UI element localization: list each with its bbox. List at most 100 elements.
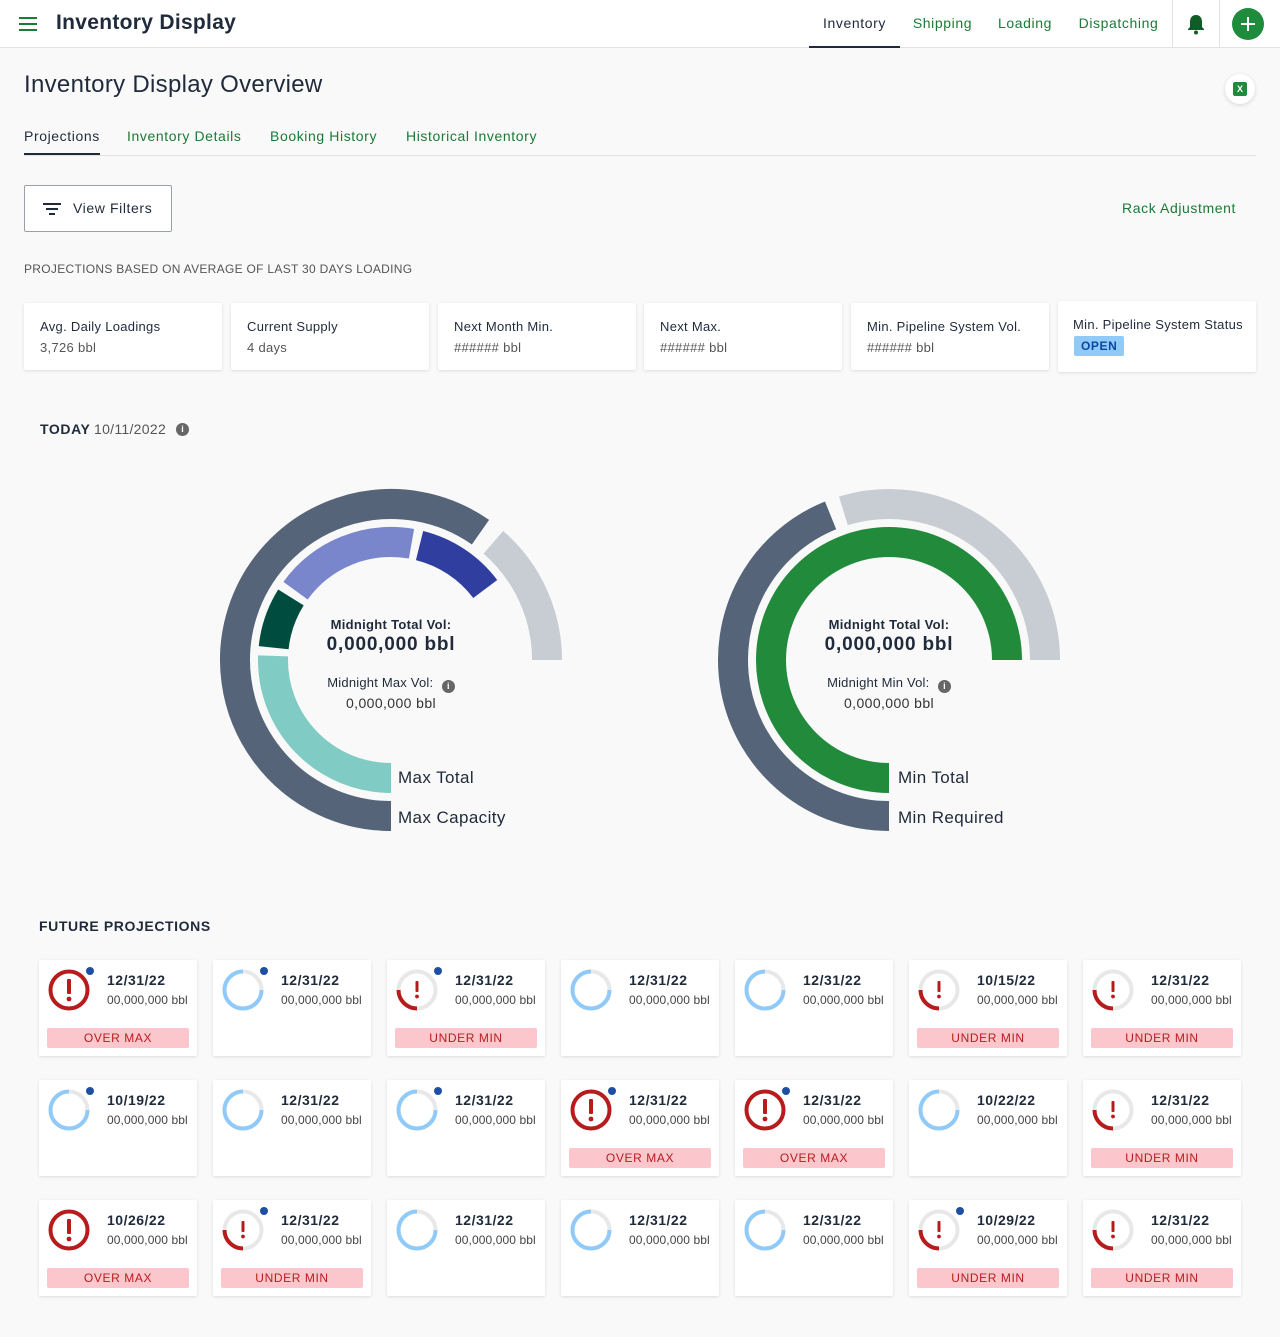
projection-card[interactable]: 12/31/22 00,000,000 bbl UNDER MIN xyxy=(1083,1200,1241,1296)
projection-card[interactable]: 12/31/22 00,000,000 bbl UNDER MIN xyxy=(387,960,545,1056)
projection-volume: 00,000,000 bbl xyxy=(629,993,710,1007)
projection-date: 12/31/22 xyxy=(455,1212,514,1228)
alert-icon xyxy=(48,969,90,1011)
today-label: TODAY xyxy=(40,421,91,437)
max-total-label: Max Total xyxy=(398,768,475,787)
midnight-max-value: 0,000,000 bbl xyxy=(345,695,437,711)
max-segment-arc xyxy=(258,589,304,650)
projection-ring-icon xyxy=(222,969,264,1011)
today-date: 10/11/2022 xyxy=(94,421,167,437)
projection-card[interactable]: 12/31/22 00,000,000 bbl xyxy=(735,960,893,1056)
projection-card[interactable]: 12/31/22 00,000,000 bbl xyxy=(213,1080,371,1176)
projection-date: 10/29/22 xyxy=(977,1212,1036,1228)
projection-card[interactable]: 10/26/22 00,000,000 bbl OVER MAX xyxy=(39,1200,197,1296)
projection-card[interactable]: 10/15/22 00,000,000 bbl UNDER MIN xyxy=(909,960,1067,1056)
max-segment-arc xyxy=(415,530,498,599)
projection-card[interactable]: 10/22/22 00,000,000 bbl xyxy=(909,1080,1067,1176)
notification-dot xyxy=(434,1087,442,1095)
projection-ring-icon xyxy=(222,1089,264,1131)
projection-volume: 00,000,000 bbl xyxy=(803,1113,884,1127)
info-icon[interactable]: i xyxy=(441,680,455,693)
export-excel-button[interactable]: X xyxy=(1225,74,1255,104)
projection-card[interactable]: 12/31/22 00,000,000 bbl xyxy=(387,1080,545,1176)
max-total-arc xyxy=(258,655,392,793)
projection-card[interactable]: 12/31/22 00,000,000 bbl xyxy=(213,960,371,1056)
alert-icon xyxy=(570,1089,612,1131)
projection-card[interactable]: 12/31/22 00,000,000 bbl xyxy=(561,960,719,1056)
midnight-total-label: Midnight Total Vol: xyxy=(330,617,452,632)
under-min-icon xyxy=(222,1209,264,1251)
projection-volume: 00,000,000 bbl xyxy=(107,1233,188,1247)
stat-value: ###### bbl xyxy=(660,340,728,355)
tab-booking-history[interactable]: Booking History xyxy=(270,128,378,144)
info-icon[interactable]: i xyxy=(176,423,189,436)
stat-card-next-max: Next Max. ###### bbl xyxy=(644,303,842,370)
projection-card[interactable]: 12/31/22 00,000,000 bbl UNDER MIN xyxy=(1083,1080,1241,1176)
projection-card[interactable]: 12/31/22 00,000,000 bbl UNDER MIN xyxy=(1083,960,1241,1056)
stat-card-next-month-min: Next Month Min. ###### bbl xyxy=(438,303,636,370)
stat-label: Next Max. xyxy=(660,319,722,334)
projection-date: 12/31/22 xyxy=(1151,1092,1210,1108)
projection-volume: 00,000,000 bbl xyxy=(281,1233,362,1247)
min-required-label: Min Required xyxy=(898,808,1004,827)
future-projections-label: FUTURE PROJECTIONS xyxy=(39,918,211,934)
stat-card-min-pipeline-status: Min. Pipeline System Status OPEN xyxy=(1058,301,1256,372)
notification-dot xyxy=(434,967,442,975)
projection-volume: 00,000,000 bbl xyxy=(455,1113,536,1127)
bell-icon[interactable] xyxy=(1186,13,1206,35)
projection-ring-icon xyxy=(744,1209,786,1251)
view-filters-button[interactable]: View Filters xyxy=(24,185,172,232)
tab-inventory-details[interactable]: Inventory Details xyxy=(127,128,242,144)
projection-date: 12/31/22 xyxy=(803,1212,862,1228)
nav-dispatching[interactable]: Dispatching xyxy=(1078,15,1159,31)
excel-icon: X xyxy=(1233,82,1247,96)
notification-dot xyxy=(260,1207,268,1215)
status-badge: OVER MAX xyxy=(569,1148,711,1168)
stat-value: ###### bbl xyxy=(454,340,522,355)
projection-card[interactable]: 12/31/22 00,000,000 bbl OVER MAX xyxy=(735,1080,893,1176)
nav-shipping[interactable]: Shipping xyxy=(912,15,973,31)
tab-historical-inventory[interactable]: Historical Inventory xyxy=(406,128,538,144)
midnight-max-label: Midnight Max Vol: xyxy=(327,675,434,690)
status-badge: UNDER MIN xyxy=(917,1028,1059,1048)
max-capacity-remaining-arc xyxy=(483,530,562,661)
projection-card[interactable]: 12/31/22 00,000,000 bbl UNDER MIN xyxy=(213,1200,371,1296)
projection-date: 12/31/22 xyxy=(1151,972,1210,988)
status-badge: UNDER MIN xyxy=(221,1268,363,1288)
menu-icon[interactable] xyxy=(19,17,37,31)
projection-card[interactable]: 12/31/22 00,000,000 bbl xyxy=(387,1200,545,1296)
projection-card[interactable]: 12/31/22 00,000,000 bbl OVER MAX xyxy=(39,960,197,1056)
info-icon[interactable]: i xyxy=(937,680,951,693)
under-min-icon xyxy=(1092,1089,1134,1131)
tab-projections[interactable]: Projections xyxy=(24,128,100,155)
projection-volume: 00,000,000 bbl xyxy=(977,1233,1058,1247)
rack-adjustment-link[interactable]: Rack Adjustment xyxy=(1122,200,1237,216)
projection-ring-icon xyxy=(396,1209,438,1251)
nav-loading[interactable]: Loading xyxy=(997,15,1053,31)
projection-ring-icon xyxy=(744,969,786,1011)
add-button[interactable] xyxy=(1232,8,1264,40)
stat-value: 4 days xyxy=(247,340,288,355)
projection-card[interactable]: 12/31/22 00,000,000 bbl xyxy=(561,1200,719,1296)
projection-date: 12/31/22 xyxy=(281,1212,340,1228)
stat-card-avg-daily-loadings: Avg. Daily Loadings 3,726 bbl xyxy=(24,303,222,370)
min-required-gauge xyxy=(718,489,1060,831)
projection-card[interactable]: 12/31/22 00,000,000 bbl OVER MAX xyxy=(561,1080,719,1176)
min-required-arc xyxy=(718,501,890,831)
projection-date: 12/31/22 xyxy=(455,1092,514,1108)
projection-card[interactable]: 10/29/22 00,000,000 bbl UNDER MIN xyxy=(909,1200,1067,1296)
status-badge: UNDER MIN xyxy=(1091,1148,1233,1168)
nav-inventory[interactable]: Inventory xyxy=(809,0,900,48)
stat-label: Current Supply xyxy=(247,319,338,334)
nav-divider xyxy=(1172,0,1173,47)
projection-ring-icon xyxy=(396,1089,438,1131)
projection-card[interactable]: 10/19/22 00,000,000 bbl xyxy=(39,1080,197,1176)
projection-card[interactable]: 12/31/22 00,000,000 bbl xyxy=(735,1200,893,1296)
midnight-min-value: 0,000,000 bbl xyxy=(843,695,935,711)
projection-volume: 00,000,000 bbl xyxy=(455,1233,536,1247)
midnight-total-value: 0,000,000 bbl xyxy=(326,634,456,655)
midnight-total-value: 0,000,000 bbl xyxy=(824,634,954,655)
status-badge: OPEN xyxy=(1074,336,1125,356)
min-total-label: Min Total xyxy=(898,768,970,787)
projection-volume: 00,000,000 bbl xyxy=(281,993,362,1007)
